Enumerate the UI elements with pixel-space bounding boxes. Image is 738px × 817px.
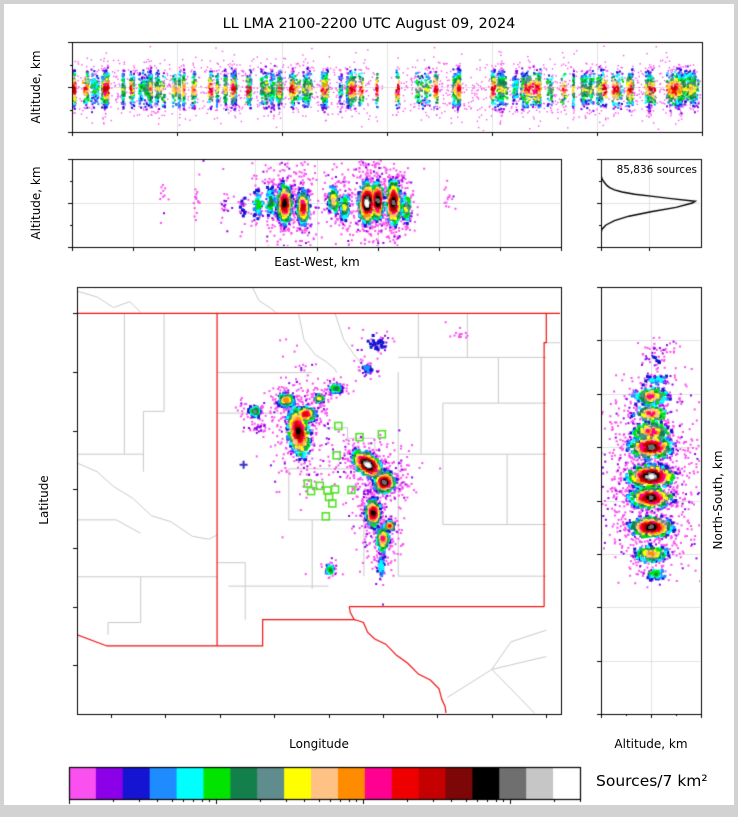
north-south-xlabel: Altitude, km — [614, 737, 688, 751]
east-west-ylabel: Altitude, km — [29, 166, 43, 240]
page-title: LL LMA 2100-2200 UTC August 09, 2024 — [222, 16, 516, 32]
map-ylabel: Latitude — [37, 475, 51, 525]
colorbar-label: Sources/7 km² — [596, 772, 708, 790]
plot-canvas — [4, 4, 734, 805]
histogram-annotation: 85,836 sources — [616, 164, 697, 176]
east-west-xlabel: East-West, km — [274, 255, 360, 269]
map-xlabel: Longitude — [289, 737, 349, 751]
north-south-ylabel: North-South, km — [711, 450, 725, 550]
time-height-ylabel: Altitude, km — [29, 50, 43, 124]
